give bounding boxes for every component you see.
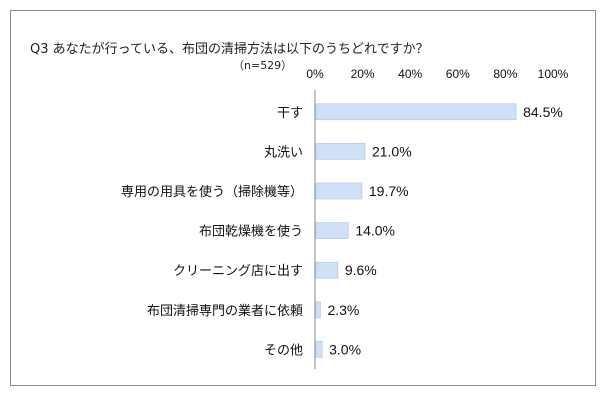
x-axis-ticks: 0% 20% 40% 60% 80% 100% (306, 67, 568, 81)
bar (315, 301, 321, 319)
x-tick-label: 20% (351, 67, 375, 81)
chart-frame (10, 10, 596, 386)
value-labels: 84.5% 21.0% 19.7% 14.0% 9.6% 2.3% 3.0% (327, 104, 562, 358)
value-label: 84.5% (523, 104, 563, 120)
category-label: その他 (264, 343, 303, 358)
category-label: 専用の用具を使う（掃除機等） (121, 184, 303, 200)
value-label: 14.0% (355, 223, 395, 239)
value-label: 19.7% (369, 183, 409, 199)
bar (315, 103, 517, 121)
x-tick-label: 0% (306, 67, 324, 81)
bar (315, 222, 349, 239)
category-label: クリーニング店に出す (173, 264, 303, 279)
bar (315, 182, 363, 200)
bar (315, 341, 323, 358)
category-label: 布団乾燥機を使う (199, 224, 303, 240)
category-label: 布団清掃専門の業者に依頼 (147, 303, 303, 319)
bar (315, 143, 366, 160)
category-label: 干す (277, 106, 303, 121)
value-label: 9.6% (345, 262, 377, 278)
bars (315, 103, 517, 358)
value-label: 3.0% (329, 341, 361, 357)
value-label: 2.3% (327, 302, 359, 318)
x-tick-label: 100% (538, 67, 569, 81)
x-tick-label: 40% (398, 67, 422, 81)
chart-title: Q3 あなたが行っている、布団の清掃方法は以下のうちどれですか？ (30, 42, 429, 57)
chart-subtitle: （n=529） (233, 59, 293, 72)
x-tick-label: 80% (493, 67, 517, 81)
category-label: 丸洗い (264, 145, 303, 160)
x-tick-label: 60% (446, 67, 470, 81)
bar (315, 261, 339, 279)
value-label: 21.0% (372, 143, 412, 159)
